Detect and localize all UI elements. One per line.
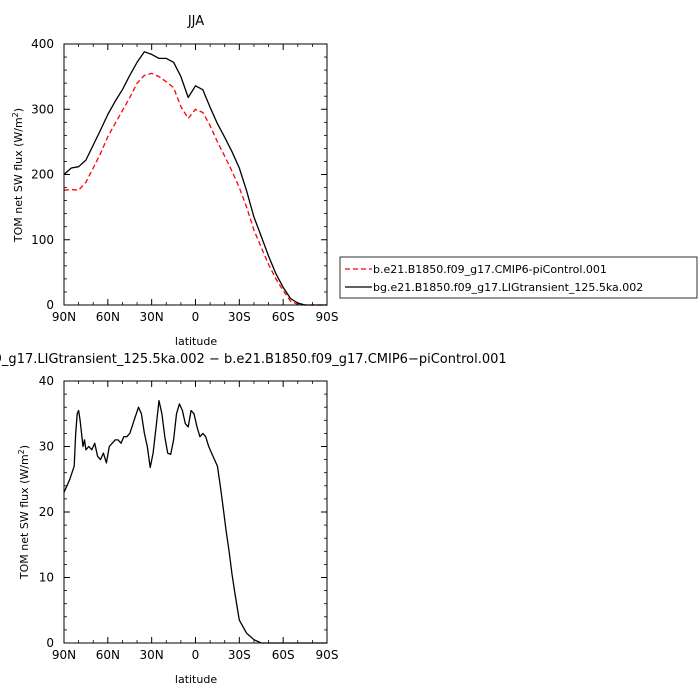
y-tick-label: 20 bbox=[39, 505, 54, 519]
x-tick-label: 90N bbox=[52, 648, 76, 662]
top-chart-y-axis-label: TOM net SW flux (W/m2) bbox=[11, 108, 25, 243]
bottom-y-label-sup: 2 bbox=[17, 449, 26, 454]
top-chart-y-ticks: 0 100 200 300 400 bbox=[31, 37, 327, 312]
bottom-chart-x-ticks: 90N 60N 30N 0 30S 60S 90S bbox=[52, 381, 339, 662]
bottom-chart-y-ticks: 0 10 20 30 40 bbox=[39, 374, 327, 650]
bottom-y-label-close: ) bbox=[18, 445, 31, 449]
bottom-chart-plot bbox=[63, 399, 327, 644]
top-chart-x-ticks: 90N 60N 30N 0 30S 60S 90S bbox=[52, 44, 339, 324]
series-line-1 bbox=[63, 399, 327, 644]
series-line-1 bbox=[63, 72, 327, 306]
top-y-label-main: TOM net SW flux (W/m bbox=[12, 117, 25, 243]
legend: b.e21.B1850.f09_g17.CMIP6-piControl.001 … bbox=[339, 256, 698, 299]
y-tick-label: 40 bbox=[39, 374, 54, 388]
top-y-label-close: ) bbox=[12, 108, 25, 112]
legend-label-series-2: bg.e21.B1850.f09_g17.LIGtransient_125.5k… bbox=[373, 281, 643, 294]
legend-label-series-1: b.e21.B1850.f09_g17.CMIP6-piControl.001 bbox=[373, 263, 607, 276]
x-tick-label: 90S bbox=[316, 310, 339, 324]
bottom-chart-x-axis-label: latitude bbox=[175, 673, 217, 686]
x-tick-label: 90S bbox=[316, 648, 339, 662]
x-tick-label: 30N bbox=[140, 648, 164, 662]
x-tick-label: 30S bbox=[228, 648, 251, 662]
y-tick-label: 400 bbox=[31, 37, 54, 51]
x-tick-label: 60S bbox=[272, 310, 295, 324]
top-chart: JJA 0 100 200 300 400 90N 60N 30N 0 30S 60S 90S TO… bbox=[11, 14, 338, 348]
series-line-2 bbox=[63, 51, 327, 306]
x-tick-label: 30N bbox=[140, 310, 164, 324]
x-tick-label: 30S bbox=[228, 310, 251, 324]
legend-box bbox=[339, 256, 698, 299]
top-chart-frame bbox=[63, 43, 328, 306]
bottom-y-label-main: TOM net SW flux (W/m bbox=[18, 454, 31, 580]
top-chart-title: JJA bbox=[187, 14, 204, 29]
x-tick-label: 0 bbox=[192, 648, 200, 662]
y-tick-label: 200 bbox=[31, 168, 54, 182]
bottom-chart-title: bg.e21.B1850.f09_g17.LIGtransient_125.5k… bbox=[0, 352, 507, 367]
x-tick-label: 60S bbox=[272, 648, 295, 662]
y-tick-label: 0 bbox=[46, 298, 54, 312]
bottom-chart: bg.e21.B1850.f09_g17.LIGtransient_125.5k… bbox=[0, 352, 507, 686]
top-chart-plot bbox=[63, 51, 327, 306]
top-y-label-sup: 2 bbox=[11, 112, 20, 117]
x-tick-label: 60N bbox=[96, 648, 120, 662]
x-tick-label: 60N bbox=[96, 310, 120, 324]
bottom-chart-y-axis-label: TOM net SW flux (W/m2) bbox=[17, 445, 31, 580]
y-tick-label: 10 bbox=[39, 571, 54, 585]
top-chart-x-axis-label: latitude bbox=[175, 335, 217, 348]
y-tick-label: 300 bbox=[31, 102, 54, 116]
x-tick-label: 0 bbox=[192, 310, 200, 324]
y-tick-label: 30 bbox=[39, 440, 54, 454]
x-tick-label: 90N bbox=[52, 310, 76, 324]
y-tick-label: 0 bbox=[46, 636, 54, 650]
y-tick-label: 100 bbox=[31, 233, 54, 247]
